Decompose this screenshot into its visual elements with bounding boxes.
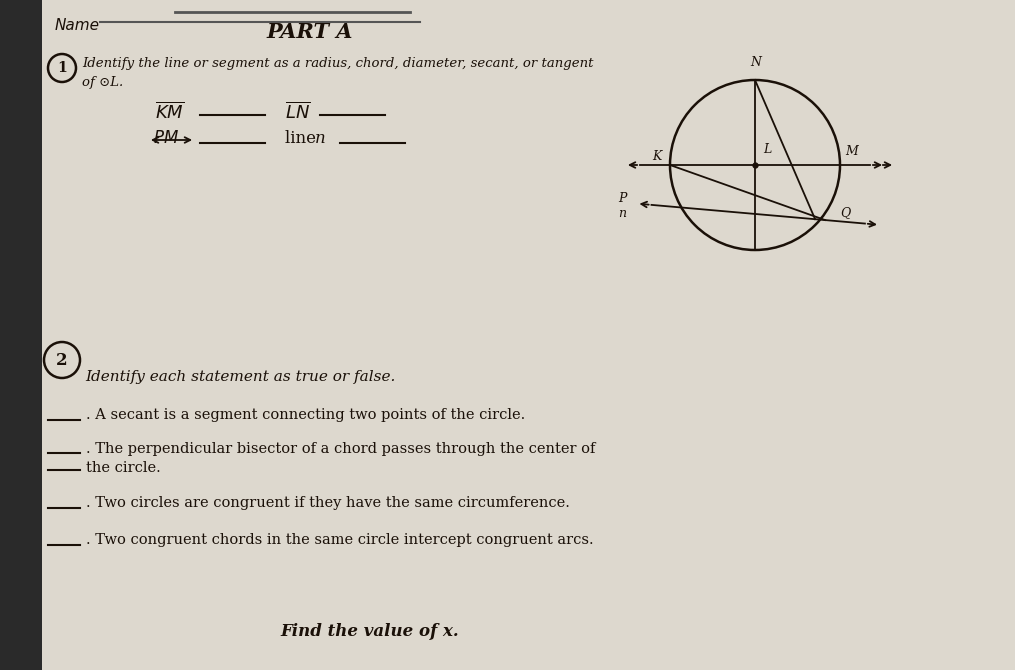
Text: . The perpendicular bisector of a chord passes through the center of: . The perpendicular bisector of a chord … [86,442,596,456]
Text: line: line [285,130,322,147]
Text: Q: Q [840,206,851,219]
Text: of ⊙L.: of ⊙L. [82,76,123,89]
Text: n: n [618,206,626,220]
Text: Identify the line or segment as a radius, chord, diameter, secant, or tangent: Identify the line or segment as a radius… [82,57,594,70]
Text: n: n [315,130,326,147]
Text: PART A: PART A [267,22,353,42]
Text: K: K [652,150,662,163]
Text: . A secant is a segment connecting two points of the circle.: . A secant is a segment connecting two p… [86,408,525,422]
Bar [0,0,42,670]
Text: the circle.: the circle. [86,461,160,475]
Text: M: M [845,145,858,158]
Text: 2: 2 [56,352,68,368]
Text: N: N [750,56,761,69]
Text: Identify each statement as true or false.: Identify each statement as true or false… [85,370,396,384]
Text: $\overline{KM}$: $\overline{KM}$ [155,102,185,123]
Text: $\overline{LN}$: $\overline{LN}$ [285,102,311,123]
Text: . Two congruent chords in the same circle intercept congruent arcs.: . Two congruent chords in the same circl… [86,533,594,547]
Text: Name: Name [55,18,100,33]
Text: P: P [618,192,627,204]
Text: Find the value of x.: Find the value of x. [281,623,460,640]
Text: 1: 1 [57,61,67,75]
Text: L: L [763,143,771,156]
Text: . Two circles are congruent if they have the same circumference.: . Two circles are congruent if they have… [86,496,569,510]
Text: $PM$: $PM$ [153,130,179,147]
